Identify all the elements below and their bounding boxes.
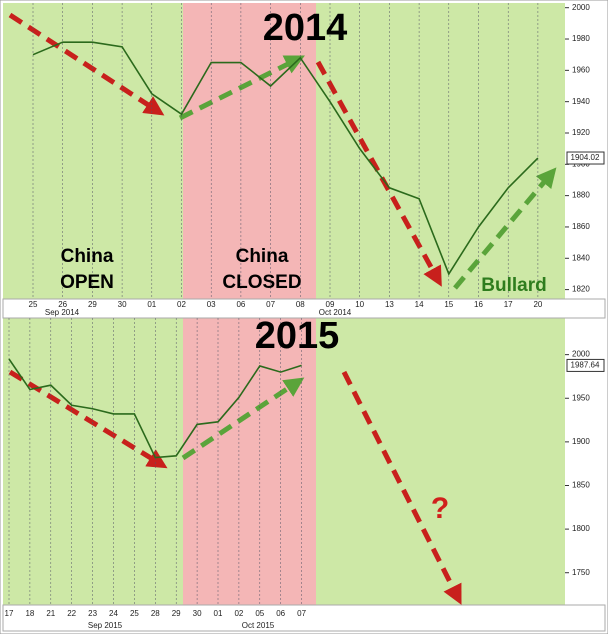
x-tick-label: 06 (276, 609, 285, 618)
annotation: OPEN (60, 272, 114, 293)
y-tick-label: 1850 (572, 481, 590, 490)
last-value-box (566, 358, 605, 372)
x-tick-label: 02 (177, 300, 186, 309)
y-tick-label: 1880 (572, 191, 590, 200)
x-axis-band (2, 298, 606, 319)
closed-region (183, 3, 316, 299)
y-tick-label: 1950 (572, 393, 590, 402)
x-tick-label: 07 (266, 300, 275, 309)
x-tick-label: 30 (118, 300, 127, 309)
annotation: China (61, 246, 114, 267)
y-tick-label: 1820 (572, 285, 590, 294)
x-tick-label: 07 (297, 609, 306, 618)
x-tick-label: 15 (444, 300, 453, 309)
x-tick-label: 22 (67, 609, 76, 618)
x-group-label: Oct 2015 (242, 621, 275, 630)
x-tick-label: 26 (58, 300, 67, 309)
x-tick-label: 23 (88, 609, 97, 618)
annotation: Bullard (481, 275, 546, 296)
price-line (8, 358, 302, 459)
x-group-label: Sep 2014 (45, 308, 80, 317)
x-tick-label: 17 (504, 300, 513, 309)
arrow (453, 167, 557, 290)
panel-title: 2015 (255, 315, 340, 357)
x-tick-label: 25 (29, 300, 38, 309)
arrow (8, 12, 165, 116)
last-value-box (566, 151, 605, 165)
price-line (32, 41, 539, 276)
x-tick-label: 16 (474, 300, 483, 309)
x-tick-label: 25 (130, 609, 139, 618)
annotation: ? (431, 492, 449, 525)
x-tick-label: 01 (147, 300, 156, 309)
x-tick-label: 20 (533, 300, 542, 309)
x-tick-label: 03 (207, 300, 216, 309)
x-tick-label: 06 (236, 300, 245, 309)
x-tick-label: 29 (172, 609, 181, 618)
y-tick-label: 2000 (572, 3, 590, 12)
closed-region (183, 318, 316, 605)
y-tick-label: 1960 (572, 65, 590, 74)
annotation: China (236, 246, 289, 267)
panel-title: 2014 (263, 7, 348, 49)
arrow (181, 377, 305, 461)
annotation: CLOSED (222, 272, 301, 293)
x-tick-label: 18 (25, 609, 34, 618)
x-tick-label: 24 (109, 609, 118, 618)
x-tick-label: 08 (296, 300, 305, 309)
arrows (8, 12, 557, 605)
y-tick-label: 2000 (572, 350, 590, 359)
x-tick-label: 13 (385, 300, 394, 309)
x-tick-label: 10 (355, 300, 364, 309)
x-tick-label: 14 (415, 300, 424, 309)
arrow (341, 370, 462, 605)
y-tick-label: 1750 (572, 568, 590, 577)
x-axis-band (2, 604, 606, 632)
last-value-label: 1904.02 (571, 153, 600, 162)
y-tick-label: 1900 (572, 437, 590, 446)
x-tick-label: 30 (193, 609, 202, 618)
x-tick-label: 29 (88, 300, 97, 309)
x-tick-label: 28 (151, 609, 160, 618)
y-tick-label: 1840 (572, 253, 590, 262)
x-tick-label: 05 (255, 609, 264, 618)
x-group-label: Sep 2015 (88, 621, 123, 630)
arrow (315, 60, 442, 287)
y-tick-label: 1980 (572, 34, 590, 43)
x-tick-label: 01 (214, 609, 223, 618)
y-tick-label: 1920 (572, 128, 590, 137)
x-tick-label: 21 (46, 609, 55, 618)
y-tick-label: 1800 (572, 524, 590, 533)
x-tick-label: 09 (326, 300, 335, 309)
x-tick-label: 17 (5, 609, 14, 618)
y-tick-label: 1940 (572, 97, 590, 106)
x-tick-label: 02 (234, 609, 243, 618)
x-group-label: Oct 2014 (319, 308, 352, 317)
last-value-label: 1987.64 (571, 361, 600, 370)
y-tick-label: 1860 (572, 222, 590, 231)
